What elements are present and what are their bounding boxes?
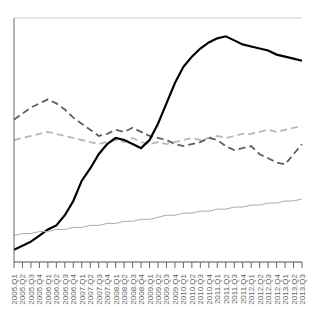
svg-text:2011.Q1: 2011.Q1 xyxy=(213,274,223,305)
svg-text:2009.Q2: 2009.Q2 xyxy=(154,274,163,305)
svg-text:2010.Q3: 2010.Q3 xyxy=(196,274,206,305)
svg-text:2011.Q3: 2011.Q3 xyxy=(230,274,240,305)
svg-text:2010.Q4: 2010.Q4 xyxy=(204,274,214,305)
svg-text:2007.Q1: 2007.Q1 xyxy=(77,274,87,305)
svg-text:2010.Q2: 2010.Q2 xyxy=(187,274,197,305)
svg-text:2012.Q3: 2012.Q3 xyxy=(264,274,274,305)
svg-text:2005.Q2: 2005.Q2 xyxy=(18,274,28,305)
svg-text:2008.Q2: 2008.Q2 xyxy=(120,274,130,305)
svg-text:2013.Q2: 2013.Q2 xyxy=(289,274,299,305)
svg-text:2006.Q4: 2006.Q4 xyxy=(69,274,79,305)
svg-text:2009.Q1: 2009.Q1 xyxy=(145,274,155,305)
svg-text:2013.Q3: 2013.Q3 xyxy=(298,273,307,304)
svg-text:2012.Q1: 2012.Q1 xyxy=(247,274,257,305)
svg-text:2008.Q1: 2008.Q1 xyxy=(111,274,121,305)
svg-text:2007.Q4: 2007.Q4 xyxy=(103,274,113,305)
svg-text:2009.Q3: 2009.Q3 xyxy=(162,274,172,305)
svg-text:2006.Q3: 2006.Q3 xyxy=(60,274,70,305)
svg-text:2005.Q1: 2005.Q1 xyxy=(10,274,19,305)
svg-text:2008.Q3: 2008.Q3 xyxy=(128,274,138,305)
svg-text:2007.Q2: 2007.Q2 xyxy=(86,274,96,305)
svg-text:2013.Q1: 2013.Q1 xyxy=(281,274,291,305)
svg-text:2011.Q2: 2011.Q2 xyxy=(221,274,231,305)
svg-text:2011.Q4: 2011.Q4 xyxy=(238,274,248,305)
svg-text:2005.Q4: 2005.Q4 xyxy=(35,274,45,305)
svg-text:2008.Q4: 2008.Q4 xyxy=(137,274,147,305)
svg-text:2012.Q4: 2012.Q4 xyxy=(272,274,282,305)
svg-text:2012.Q2: 2012.Q2 xyxy=(255,274,265,305)
svg-text:2006.Q2: 2006.Q2 xyxy=(52,274,62,305)
svg-text:2010.Q1: 2010.Q1 xyxy=(179,274,189,305)
svg-text:2006.Q1: 2006.Q1 xyxy=(43,274,53,305)
svg-text:2009.Q4: 2009.Q4 xyxy=(170,274,180,305)
svg-text:2005.Q3: 2005.Q3 xyxy=(26,274,36,305)
svg-text:2007.Q3: 2007.Q3 xyxy=(94,274,104,305)
